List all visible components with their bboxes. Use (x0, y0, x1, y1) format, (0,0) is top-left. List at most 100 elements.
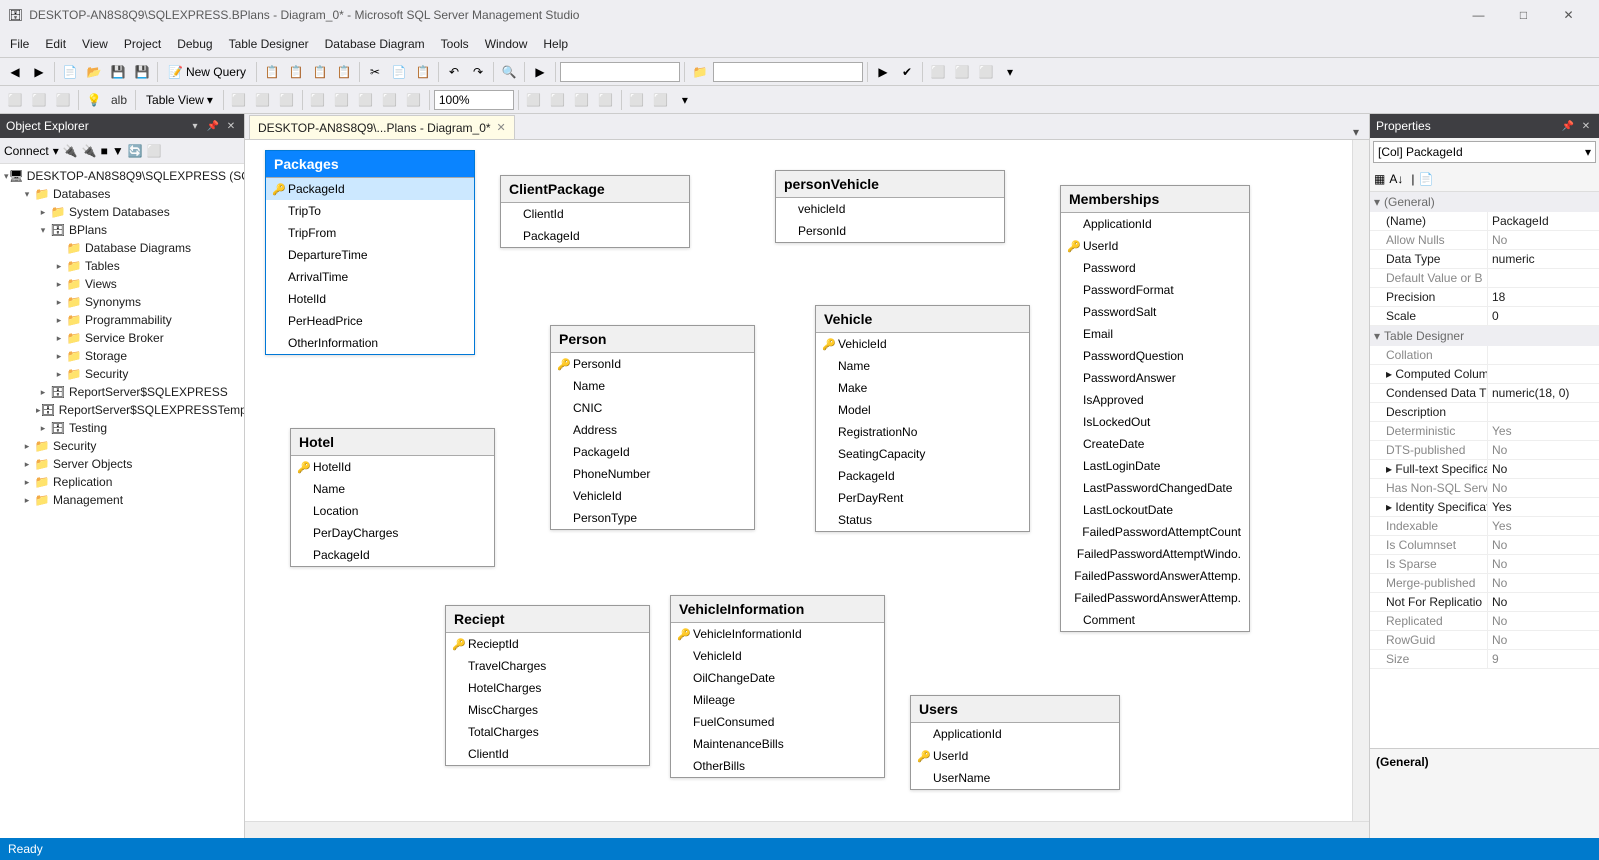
table-header[interactable]: personVehicle (776, 171, 1004, 198)
table-column[interactable]: FailedPasswordAttemptCount (1061, 521, 1249, 543)
table-column[interactable]: CreateDate (1061, 433, 1249, 455)
table-column[interactable]: MaintenanceBills (671, 733, 884, 755)
minimize-button[interactable]: — (1456, 0, 1501, 30)
tree-server-objects[interactable]: ▸📁Server Objects (0, 455, 244, 473)
oe-btn-3[interactable]: ■ (101, 144, 108, 158)
paste-button[interactable]: 📋 (412, 61, 434, 83)
table-column[interactable]: RegistrationNo (816, 421, 1029, 443)
tree-tables[interactable]: ▸📁Tables (0, 257, 244, 275)
oe-btn-2[interactable]: 🔌 (82, 144, 97, 158)
table-column[interactable]: MiscCharges (446, 699, 649, 721)
tree-bplans[interactable]: ▾🗄BPlans (0, 221, 244, 239)
maximize-button[interactable]: □ (1501, 0, 1546, 30)
table-header[interactable]: Person (551, 326, 754, 353)
prop-row[interactable]: Collation (1370, 346, 1599, 365)
table-column[interactable]: UserName (911, 767, 1119, 789)
table-column[interactable]: TripTo (266, 200, 474, 222)
d-btn-18[interactable]: ⬜ (626, 89, 648, 111)
prop-row[interactable]: Data Typenumeric (1370, 250, 1599, 269)
table-column[interactable]: PersonId (776, 220, 1004, 242)
table-column[interactable]: PackageId (501, 225, 689, 247)
prop-row[interactable]: Is ColumnsetNo (1370, 536, 1599, 555)
tb-btn-3[interactable]: 📋 (309, 61, 331, 83)
props-categorized-button[interactable]: ▦ (1374, 172, 1385, 186)
table-column[interactable]: FuelConsumed (671, 711, 884, 733)
table-column[interactable]: PerHeadPrice (266, 310, 474, 332)
tb-btn-2[interactable]: 📋 (285, 61, 307, 83)
menu-help[interactable]: Help (535, 30, 576, 57)
table-column[interactable]: VehicleId (551, 485, 754, 507)
d-btn-3[interactable]: ⬜ (52, 89, 74, 111)
table-column[interactable]: LastLockoutDate (1061, 499, 1249, 521)
prop-row[interactable]: Is SparseNo (1370, 555, 1599, 574)
prop-category[interactable]: ▾ (General) (1370, 192, 1599, 212)
table-column[interactable]: IsApproved (1061, 389, 1249, 411)
table-column[interactable]: HotelId (266, 288, 474, 310)
oe-refresh-button[interactable]: 🔄 (128, 144, 143, 158)
props-pages-button[interactable]: 📄 (1418, 172, 1433, 186)
d-btn-11[interactable]: ⬜ (355, 89, 377, 111)
prop-row[interactable]: Condensed Data Tnumeric(18, 0) (1370, 384, 1599, 403)
prop-row[interactable]: (Name)PackageId (1370, 212, 1599, 231)
d-btn-7[interactable]: ⬜ (252, 89, 274, 111)
table-person[interactable]: Person🔑PersonIdNameCNICAddressPackageIdP… (550, 325, 755, 530)
run-target-combo[interactable] (560, 62, 680, 82)
table-column[interactable]: 🔑PackageId (266, 178, 474, 200)
prop-row[interactable]: Allow NullsNo (1370, 231, 1599, 250)
table-packages[interactable]: Packages🔑PackageIdTripToTripFromDepartur… (265, 150, 475, 355)
table-column[interactable]: 🔑RecieptId (446, 633, 649, 655)
nav-back-button[interactable]: ◀ (4, 61, 26, 83)
open-button[interactable]: 📂 (83, 61, 105, 83)
table-column[interactable]: PhoneNumber (551, 463, 754, 485)
table-column[interactable]: LastLoginDate (1061, 455, 1249, 477)
tree-management[interactable]: ▸📁Management (0, 491, 244, 509)
prop-row[interactable]: ▸ Computed Colum (1370, 365, 1599, 384)
new-query-button[interactable]: 📝 New Query (162, 61, 252, 83)
db-combo[interactable] (713, 62, 863, 82)
tree-databases[interactable]: ▾📁Databases (0, 185, 244, 203)
prop-row[interactable]: Precision18 (1370, 288, 1599, 307)
tree-testing[interactable]: ▸🗄Testing (0, 419, 244, 437)
table-header[interactable]: Reciept (446, 606, 649, 633)
table-column[interactable]: Status (816, 509, 1029, 531)
tab-overflow-button[interactable]: ▾ (1347, 125, 1365, 139)
menu-project[interactable]: Project (116, 30, 169, 57)
menu-file[interactable]: File (2, 30, 37, 57)
table-column[interactable]: vehicleId (776, 198, 1004, 220)
tb-btn-4[interactable]: 📋 (333, 61, 355, 83)
tree-service-broker[interactable]: ▸📁Service Broker (0, 329, 244, 347)
prop-row[interactable]: Size9 (1370, 650, 1599, 669)
table-header[interactable]: Memberships (1061, 186, 1249, 213)
connect-button[interactable]: Connect (4, 144, 49, 158)
menu-view[interactable]: View (74, 30, 116, 57)
table-column[interactable]: PasswordFormat (1061, 279, 1249, 301)
props-alpha-button[interactable]: A↓ (1389, 172, 1403, 186)
tab-diagram0[interactable]: DESKTOP-AN8S8Q9\...Plans - Diagram_0* ✕ (249, 115, 515, 139)
d-btn-4[interactable]: 💡 (83, 89, 105, 111)
table-column[interactable]: FailedPasswordAnswerAttemp. (1061, 587, 1249, 609)
table-reciept[interactable]: Reciept🔑RecieptIdTravelChargesHotelCharg… (445, 605, 650, 766)
menu-edit[interactable]: Edit (37, 30, 74, 57)
horizontal-scrollbar[interactable] (245, 821, 1369, 838)
menu-table-designer[interactable]: Table Designer (221, 30, 317, 57)
table-column[interactable]: FailedPasswordAttemptWindo. (1061, 543, 1249, 565)
prop-row[interactable]: Scale0 (1370, 307, 1599, 326)
d-btn-20[interactable]: ▾ (674, 89, 696, 111)
tb-btn-r4[interactable]: ▾ (999, 61, 1021, 83)
table-header[interactable]: Vehicle (816, 306, 1029, 333)
table-column[interactable]: IsLockedOut (1061, 411, 1249, 433)
tb-btn-exec[interactable]: ▶ (872, 61, 894, 83)
object-explorer-tree[interactable]: ▾🖥DESKTOP-AN8S8Q9\SQLEXPRESS (SQL▾📁Datab… (0, 164, 244, 838)
oe-filter-button[interactable]: ▼ (112, 144, 124, 158)
tree-db-diagrams[interactable]: 📁Database Diagrams (0, 239, 244, 257)
tree-synonyms[interactable]: ▸📁Synonyms (0, 293, 244, 311)
table-vehicle[interactable]: Vehicle🔑VehicleIdNameMakeModelRegistrati… (815, 305, 1030, 532)
menu-database-diagram[interactable]: Database Diagram (317, 30, 433, 57)
prop-row[interactable]: ▸ Full-text SpecificaNo (1370, 460, 1599, 479)
d-btn-10[interactable]: ⬜ (331, 89, 353, 111)
table-header[interactable]: ClientPackage (501, 176, 689, 203)
prop-row[interactable]: ReplicatedNo (1370, 612, 1599, 631)
d-btn-16[interactable]: ⬜ (571, 89, 593, 111)
table-column[interactable]: PackageId (816, 465, 1029, 487)
table-column[interactable]: SeatingCapacity (816, 443, 1029, 465)
